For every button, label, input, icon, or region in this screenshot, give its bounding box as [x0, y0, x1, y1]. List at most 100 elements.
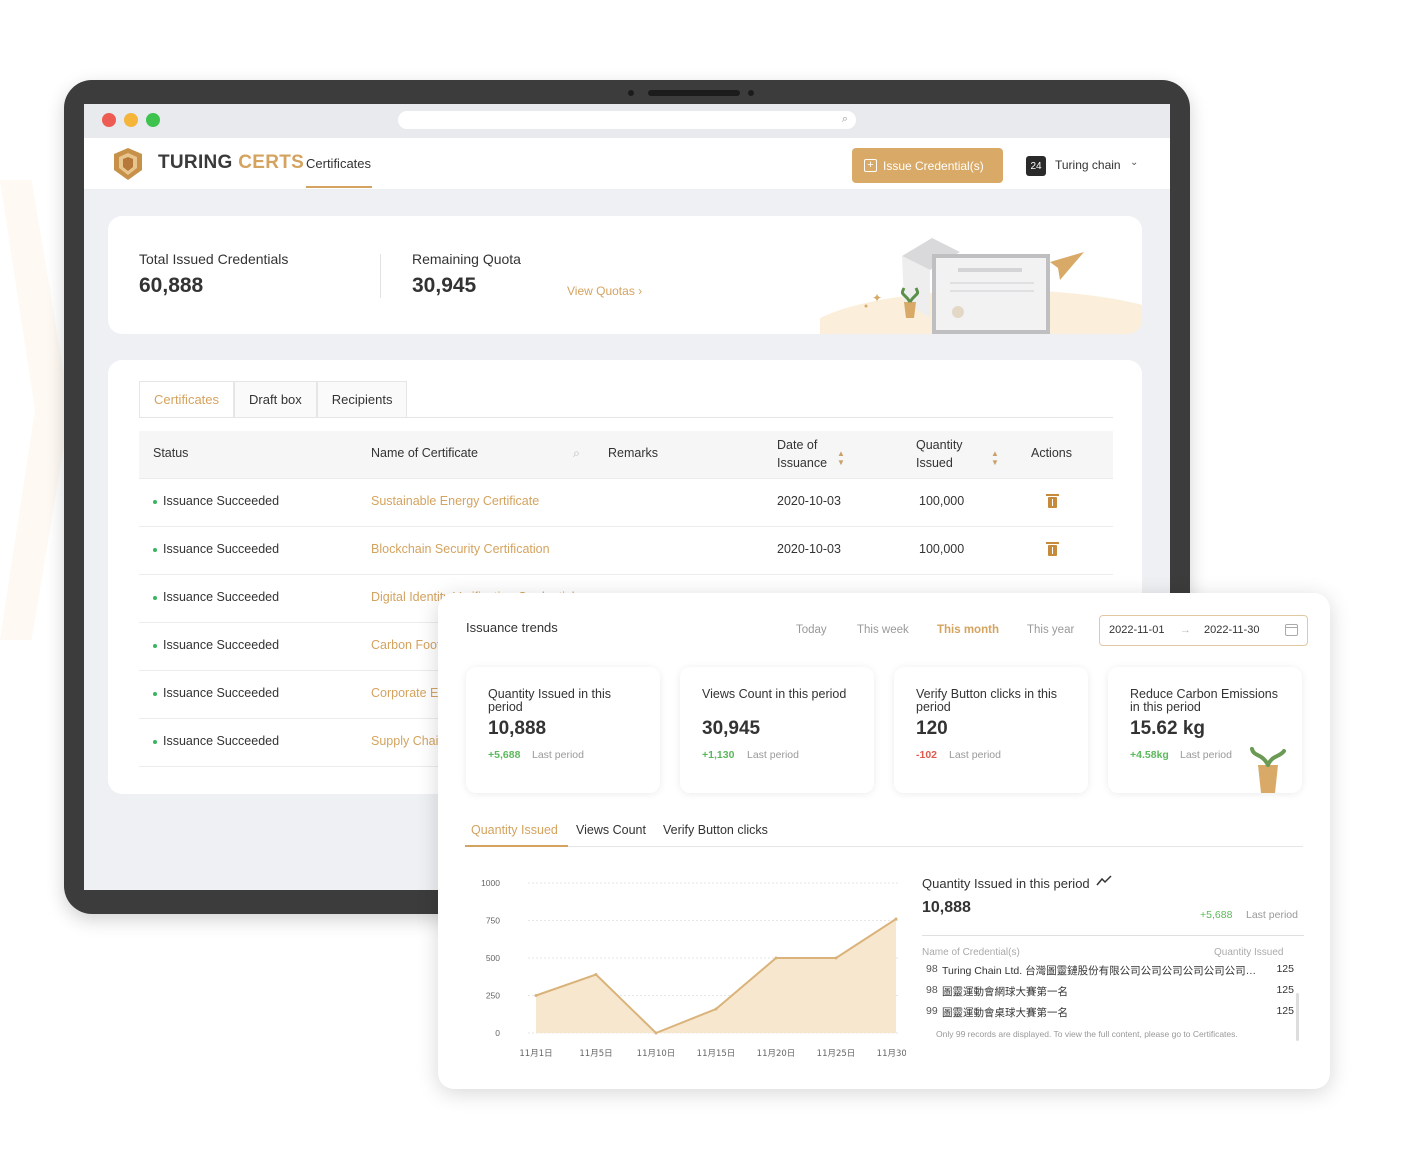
credential-qty: 125	[1276, 984, 1294, 996]
brand-name[interactable]: TURING CERTS	[158, 152, 304, 174]
tab-draft-box[interactable]: Draft box	[234, 381, 317, 417]
status-cell: Issuance Succeeded	[153, 494, 279, 508]
y-tick-label: 250	[486, 991, 500, 1001]
org-switcher[interactable]: Turing chain	[1055, 158, 1121, 172]
calendar-icon	[1285, 624, 1298, 636]
issue-credentials-label: Issue Credential(s)	[883, 158, 984, 173]
metric-value: 15.62 kg	[1130, 718, 1205, 739]
status-text: Issuance Succeeded	[163, 494, 280, 508]
sort-icon[interactable]: ▲ ▼	[991, 449, 999, 467]
date-range-picker[interactable]: 2022-11-01 → 2022-11-30	[1099, 615, 1308, 646]
y-tick-label: 0	[495, 1028, 500, 1038]
trash-icon[interactable]	[1046, 494, 1059, 508]
data-point	[894, 917, 898, 921]
status-cell: Issuance Succeeded	[153, 734, 279, 748]
brand-name-part2: CERTS	[238, 152, 305, 173]
list-item[interactable]: 98 圖靈運動會網球大賽第一名 125	[922, 984, 1294, 998]
chart-tab-underline	[465, 845, 568, 847]
credential-name: 圖靈運動會網球大賽第一名	[942, 986, 1068, 998]
search-icon[interactable]: ⌕	[573, 446, 581, 460]
divider	[380, 254, 381, 298]
metric-label: Views Count in this period	[702, 687, 847, 701]
data-point	[714, 1007, 718, 1011]
scrollbar[interactable]	[1296, 993, 1299, 1041]
success-dot-icon	[153, 643, 157, 648]
rank: 98	[926, 963, 938, 975]
y-tick-label: 500	[486, 953, 500, 963]
logo-shield-icon	[114, 148, 142, 180]
total-issued-label: Total Issued Credentials	[139, 251, 289, 267]
status-cell: Issuance Succeeded	[153, 638, 279, 652]
x-tick-label: 11月20日	[757, 1049, 796, 1059]
org-badge: 24	[1026, 156, 1046, 176]
tab-certificates[interactable]: Certificates	[139, 381, 235, 417]
range-this-week[interactable]: This week	[857, 624, 909, 636]
certificate-name-link[interactable]: Sustainable Energy Certificate	[371, 494, 540, 508]
tab-recipients[interactable]: Recipients	[316, 381, 408, 417]
metric-last-period: Last period	[949, 749, 1001, 761]
metric-delta: +1,130	[702, 749, 735, 761]
remaining-quota-value: 30,945	[412, 274, 477, 297]
view-quotas-link[interactable]: View Quotas ›	[567, 284, 643, 298]
status-cell: Issuance Succeeded	[153, 542, 279, 556]
status-text: Issuance Succeeded	[163, 590, 280, 604]
trash-icon[interactable]	[1046, 542, 1059, 556]
data-point	[654, 1031, 658, 1035]
issuance-trends-panel: Issuance trends Today This week This mon…	[438, 593, 1330, 1089]
rank: 99	[926, 1005, 938, 1017]
chart-tab-quantity-issued[interactable]: Quantity Issued	[471, 823, 558, 837]
date-cell: 2020-10-03	[777, 542, 841, 556]
search-icon: ⌕	[841, 113, 848, 125]
summary-card: Total Issued Credentials 60,888 Remainin…	[108, 216, 1142, 334]
range-today[interactable]: Today	[796, 624, 827, 636]
right-panel-title: Quantity Issued in this period	[922, 876, 1090, 891]
certificate-name-link[interactable]: Blockchain Security Certification	[371, 542, 550, 556]
list-item[interactable]: 98 Turing Chain Ltd. 台灣圖靈鏈股份有限公司公司公司公司公司…	[922, 963, 1294, 977]
col-date-line1: Date of	[777, 438, 818, 452]
status-text: Issuance Succeeded	[163, 638, 280, 652]
range-this-year[interactable]: This year	[1027, 624, 1075, 636]
status-text: Issuance Succeeded	[163, 542, 280, 556]
certificate-illustration: ✦	[820, 238, 1142, 334]
quantity-cell: 100,000	[919, 542, 965, 556]
table-header: Status Name of Certificate ⌕ Remarks Dat…	[139, 431, 1113, 479]
browser-chrome: ⌕	[84, 104, 1170, 138]
right-panel-value: 10,888	[922, 899, 971, 916]
y-tick-label: 750	[486, 916, 500, 926]
issuance-area-chart: 1000 750 500 250 0 11月1日 11月5日 11月10日 11月15日 11月2…	[481, 878, 906, 1059]
credential-qty: 125	[1276, 963, 1294, 975]
metric-delta: +5,688	[488, 749, 521, 761]
address-bar[interactable]: ⌕	[398, 111, 856, 129]
x-tick-label: 11月30日	[877, 1049, 906, 1059]
issue-credentials-button[interactable]: + Issue Credential(s)	[852, 148, 1003, 183]
date-cell: 2020-10-03	[777, 494, 841, 508]
maximize-window-button[interactable]	[146, 113, 160, 127]
plus-icon: +	[864, 159, 877, 172]
data-point	[534, 994, 538, 997]
chart-tab-views-count[interactable]: Views Count	[576, 823, 646, 837]
rank: 98	[926, 984, 938, 996]
minimize-window-button[interactable]	[124, 113, 138, 127]
col-name: Name of Certificate	[371, 446, 478, 460]
nav-tab-certificates[interactable]: Certificates	[306, 156, 372, 171]
metric-card-verify-clicks: Verify Button clicks in this period 120 …	[894, 667, 1088, 793]
chevron-down-icon[interactable]: ⌄	[1130, 157, 1139, 168]
metric-value: 30,945	[702, 718, 761, 739]
table-row[interactable]: Issuance Succeeded Blockchain Security C…	[139, 527, 1113, 575]
table-row[interactable]: Issuance Succeeded Sustainable Energy Ce…	[139, 479, 1113, 527]
sort-icon[interactable]: ▲ ▼	[837, 449, 845, 467]
chart-tabs: Quantity Issued Views Count Verify Butto…	[465, 821, 1303, 847]
success-dot-icon	[153, 595, 157, 600]
status-text: Issuance Succeeded	[163, 686, 280, 700]
col-remarks: Remarks	[608, 446, 659, 460]
tabs-baseline	[139, 417, 1113, 418]
metric-value: 10,888	[488, 718, 547, 739]
app-header: TURING CERTS Certificates + Issue Creden…	[84, 138, 1170, 190]
metric-last-period: Last period	[747, 749, 799, 761]
chart-tab-verify-clicks[interactable]: Verify Button clicks	[663, 823, 768, 837]
close-window-button[interactable]	[102, 113, 116, 127]
success-dot-icon	[153, 691, 157, 696]
plant-icon	[1250, 747, 1286, 793]
range-this-month[interactable]: This month	[937, 624, 999, 636]
list-item[interactable]: 99 圖靈運動會桌球大賽第一名 125	[922, 1005, 1294, 1019]
